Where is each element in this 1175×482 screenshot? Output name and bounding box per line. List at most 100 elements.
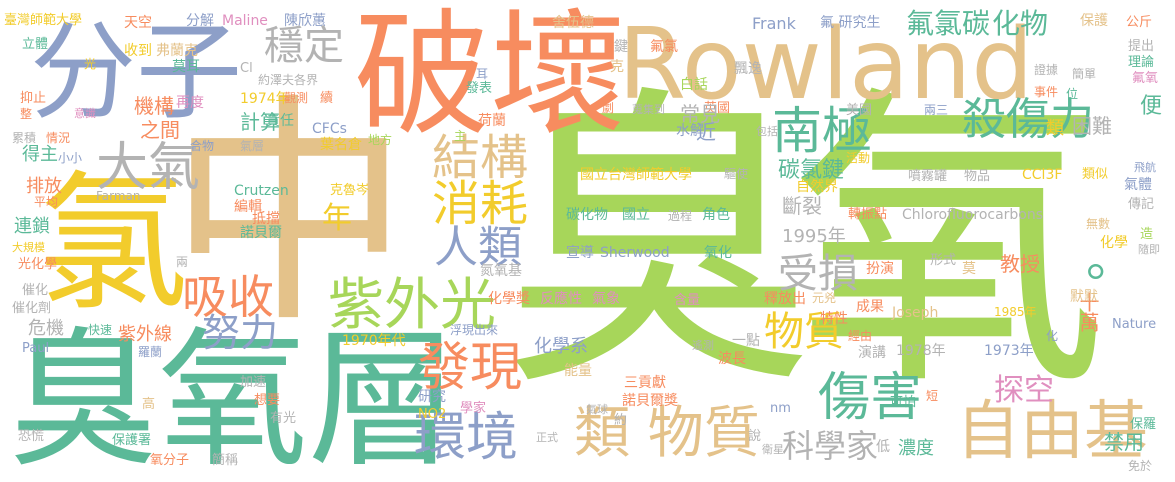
word-drama: 劇 bbox=[602, 101, 615, 115]
word-between: 之間 bbox=[140, 118, 180, 142]
word-mo: 莫 bbox=[962, 261, 976, 277]
word-farman: Farman bbox=[96, 189, 141, 203]
word-abbreviation: 簡稱 bbox=[212, 453, 239, 468]
word-tiny: 小小 bbox=[58, 151, 83, 165]
word-evidence: 證據 bbox=[1034, 63, 1059, 77]
word-biography: 傳記 bbox=[1128, 197, 1155, 212]
word-gas: 氣體 bbox=[1124, 177, 1152, 193]
word-air-layer: 氣層 bbox=[240, 139, 265, 153]
word-crisis: 危機 bbox=[28, 318, 64, 339]
word-laureate: 得主 bbox=[22, 144, 58, 165]
word-compound: 化物 bbox=[992, 7, 1049, 40]
word-culprit: 元兇 bbox=[812, 291, 837, 305]
word-two-three: 兩三 bbox=[924, 103, 949, 117]
word-activity: 活動 bbox=[846, 151, 871, 165]
word-destroy: 破壞 bbox=[354, 0, 626, 155]
word-satellite: 衛星 bbox=[762, 443, 784, 456]
word-meteorology: 氣象 bbox=[592, 291, 620, 307]
word-catalyze: 催化 bbox=[22, 283, 49, 298]
word-immediately: 隨即 bbox=[1138, 243, 1160, 256]
word-theory: 理論 bbox=[1128, 55, 1155, 70]
word-molecule: 分子 bbox=[30, 11, 242, 134]
word-fluoro-oxy: 氟氧 bbox=[1132, 71, 1159, 86]
word-nature-world: 自然界 bbox=[796, 179, 838, 195]
word-want: 想要 bbox=[254, 393, 281, 408]
word-year: 年 bbox=[322, 201, 352, 236]
word-no2: NO2 bbox=[418, 407, 447, 422]
word-suppress: 抑止 bbox=[20, 91, 47, 106]
word-publish: 發表 bbox=[466, 81, 493, 96]
word-rowland-cn: 羅蘭 bbox=[138, 345, 163, 359]
word-cl: Cl bbox=[240, 61, 253, 76]
word-atmosphere: 大氣 bbox=[96, 138, 201, 198]
word-content: 含量 bbox=[674, 293, 701, 308]
word-1974: 1974年 bbox=[240, 91, 290, 107]
word-whole: 整 bbox=[20, 107, 33, 121]
word-panic: 恐慌 bbox=[18, 429, 45, 444]
word-substances: 類 物質 bbox=[574, 401, 760, 466]
word-energy: 能量 bbox=[564, 363, 592, 379]
word-awareness: 意識 bbox=[74, 107, 96, 120]
word-uv-ray: 紫外線 bbox=[118, 324, 172, 345]
word-a-bit: 一點 bbox=[732, 333, 760, 349]
word-frank: Frank bbox=[752, 14, 796, 33]
word-stereo: 立體 bbox=[22, 37, 49, 52]
word-fast: 快速 bbox=[88, 323, 113, 337]
word-ban: 禁用 bbox=[1104, 430, 1144, 454]
word-structure: 結構 bbox=[432, 130, 529, 186]
word-vernacular: 白話 bbox=[680, 77, 708, 93]
word-accelerate: 加速 bbox=[240, 375, 267, 390]
word-grad-student: 氟 研究生 bbox=[820, 15, 881, 31]
word-paul: Paul bbox=[22, 341, 50, 356]
word-professor: 教授 bbox=[1000, 252, 1040, 276]
word-say: 說 bbox=[748, 429, 762, 444]
word-near: 近 bbox=[696, 120, 716, 144]
word-period: 。 bbox=[1086, 230, 1136, 288]
word-average: 平均 bbox=[34, 195, 59, 209]
word-ccl3f: CCl3F bbox=[1022, 167, 1063, 183]
word-property: 特性 bbox=[820, 311, 848, 327]
word-ear: 耳 bbox=[476, 67, 489, 81]
word-cfc: 氟氯碳 bbox=[906, 7, 991, 40]
word-netherlands: 荷蘭 bbox=[478, 113, 506, 129]
word-form: 形式 bbox=[930, 253, 957, 268]
word-chlorine: 氯 bbox=[38, 158, 189, 332]
word-emerge: 浮現出來 bbox=[450, 323, 499, 337]
word-lethality: 殺傷力 bbox=[962, 94, 1094, 145]
word-low: 低 bbox=[876, 439, 890, 455]
word-lecture: 演講 bbox=[858, 345, 886, 361]
word-common: 常見 bbox=[680, 102, 720, 126]
word-wavelength: 波長 bbox=[718, 351, 746, 367]
word-institution: 機構 bbox=[134, 94, 174, 118]
word-high: 高 bbox=[142, 397, 156, 412]
word-balloon: 氣球 bbox=[586, 403, 608, 416]
word-hydrolysis: 水解 bbox=[676, 123, 704, 139]
word-accumulate: 累積 bbox=[12, 131, 37, 145]
word-chem-prize: 化學獎 bbox=[488, 291, 530, 307]
word-sky: 天空 bbox=[124, 15, 152, 31]
word-1985: 1985年 bbox=[994, 305, 1037, 319]
word-uv-light: 紫外光 bbox=[328, 273, 496, 338]
word-create: 造 bbox=[1140, 227, 1154, 242]
word-sounding: 探空 bbox=[994, 373, 1054, 408]
word-turning-point: 轉振點 bbox=[848, 207, 888, 222]
word-elegant: 飄逸 bbox=[734, 61, 762, 77]
word-absorb: 吸收 bbox=[182, 270, 274, 324]
word-main: 主 bbox=[454, 129, 467, 143]
word-decompose: 分解 bbox=[186, 13, 214, 29]
word-usa: 美國 bbox=[846, 103, 873, 118]
word-drive: 驅使 bbox=[724, 167, 749, 181]
word-oxidize: 氧化 bbox=[704, 245, 732, 261]
word-position: 位 bbox=[1066, 87, 1079, 101]
word-chain: 連鎖 bbox=[14, 216, 50, 237]
word-deplete: 消耗 bbox=[432, 176, 529, 232]
word-spray-can: 噴霧罐 bbox=[908, 169, 948, 184]
word-release: 釋放出 bbox=[764, 291, 806, 307]
word-emission: 排放 bbox=[26, 176, 62, 197]
word-received: 收到 bbox=[124, 43, 152, 59]
word-joseph: Joseph bbox=[892, 305, 939, 321]
word-discover: 發現 bbox=[418, 338, 523, 398]
word-similar: 類似 bbox=[1082, 167, 1109, 182]
word-difficult: 困難 bbox=[1072, 114, 1112, 138]
